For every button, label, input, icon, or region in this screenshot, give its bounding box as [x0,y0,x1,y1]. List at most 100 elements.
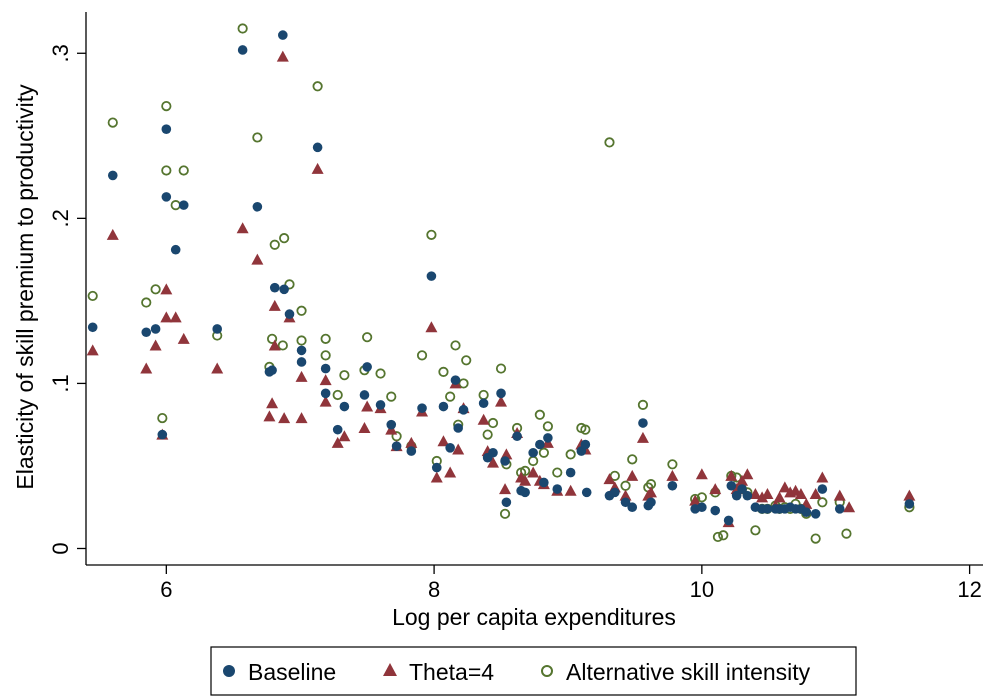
point-theta4 [477,413,490,425]
point-alternative [667,459,678,470]
point-baseline [296,357,307,367]
legend: Baseline Theta=4 Alternative skill inten… [210,646,857,696]
point-baseline [458,405,469,415]
point-alternative [604,137,615,148]
point-theta4 [251,253,264,265]
point-theta4 [268,339,281,351]
point-theta4 [106,228,119,240]
point-baseline [450,375,461,385]
point-baseline [512,431,522,442]
point-alternative [296,335,307,346]
y-axis-label: Elasticity of skill premium to productiv… [12,84,38,490]
point-alternative [499,508,511,519]
point-theta4 [405,436,418,448]
point-baseline [269,282,280,293]
series-0 [87,30,915,526]
point-alternative [542,421,553,432]
point-theta4 [331,436,344,448]
point-baseline [453,423,463,433]
point-baseline [438,401,449,412]
point-theta4 [809,488,822,500]
point-baseline [478,398,489,409]
point-alternative [339,370,350,381]
point-theta4 [495,395,508,407]
point-alternative [178,165,189,176]
point-alternative [534,409,545,420]
point-baseline [801,507,812,517]
point-theta4 [430,471,443,483]
point-baseline [762,504,773,514]
point-baseline [157,429,168,440]
point-alternative [696,492,707,503]
point-baseline [391,441,402,451]
point-baseline [539,477,549,488]
point-baseline [500,456,510,466]
point-theta4 [295,370,308,382]
point-theta4 [160,283,173,295]
point-alternative [712,531,724,543]
point-theta4 [425,321,438,333]
point-alternative [627,454,638,465]
point-baseline [904,499,915,509]
x-axis-label: Log per capita expenditures [392,604,676,630]
point-theta4 [437,435,450,447]
point-theta4 [756,491,769,503]
point-theta4 [319,395,332,407]
point-theta4 [725,469,738,481]
point-baseline [161,124,172,135]
point-baseline [362,362,372,372]
point-theta4 [266,397,279,409]
point-alternative [718,530,729,541]
point-baseline [610,487,620,498]
point-alternative [296,305,307,316]
point-theta4 [741,468,754,480]
point-alternative [495,363,507,374]
point-baseline [161,192,172,202]
point-theta4 [444,466,457,478]
point-baseline [488,447,498,458]
point-baseline [543,433,553,443]
point-theta4 [86,344,99,356]
point-alternative [386,391,397,402]
point-alternative [841,528,852,539]
point-theta4 [452,443,465,455]
point-alternative [266,333,278,344]
point-theta4 [160,311,173,323]
point-theta4 [295,412,308,424]
y-tick-label: 0 [48,542,73,554]
point-baseline [417,403,427,413]
point-baseline [278,30,288,40]
point-alternative [538,447,549,458]
point-alternative [482,429,493,440]
point-theta4 [358,421,371,433]
point-baseline [710,505,721,516]
point-theta4 [519,474,532,486]
point-theta4 [709,483,722,495]
point-baseline [834,504,845,514]
point-alternative [237,23,248,34]
point-baseline [817,484,828,494]
point-theta4 [603,473,616,485]
point-theta4 [636,431,649,443]
point-alternative [461,355,472,366]
point-baseline [697,502,707,513]
y-tick-label: .3 [48,44,73,62]
point-theta4 [486,456,499,468]
point-baseline [552,484,563,494]
point-theta4 [666,469,679,481]
point-theta4 [626,469,639,481]
point-alternative [817,497,828,508]
point-alternative [438,366,449,377]
legend-marker-theta4 [383,663,397,676]
point-baseline [107,170,118,181]
x-tick-label: 6 [160,577,172,602]
y-ticks: 0 .1 .2 .3 [48,44,86,555]
point-baseline [320,363,331,374]
point-theta4 [778,481,791,493]
point-theta4 [761,488,774,500]
point-baseline [535,439,545,450]
point-alternative [810,533,821,544]
point-alternative [426,229,437,240]
